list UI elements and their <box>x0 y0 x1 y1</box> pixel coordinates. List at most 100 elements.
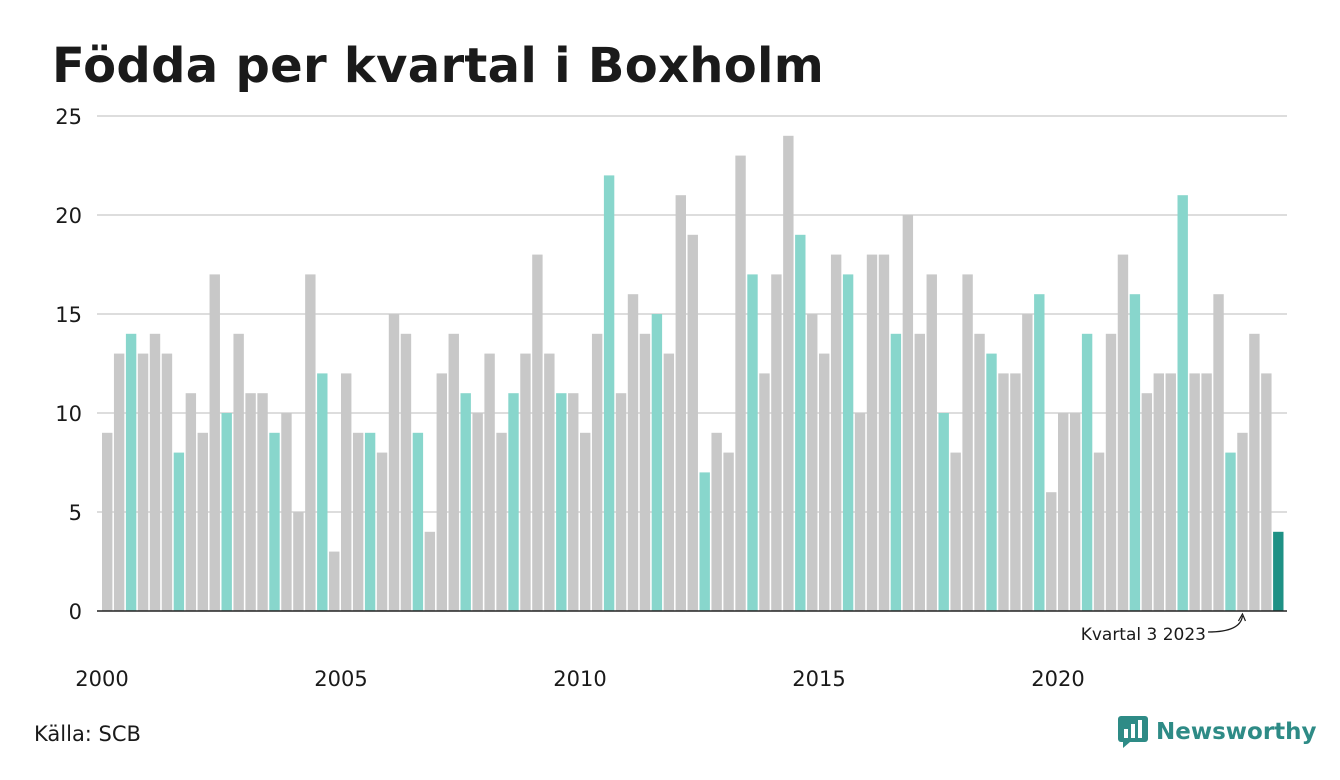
bar <box>221 413 232 611</box>
bar <box>245 393 256 611</box>
bar <box>305 274 316 611</box>
bar <box>281 413 292 611</box>
y-tick-label: 5 <box>69 501 82 525</box>
bar <box>747 274 758 611</box>
bar <box>962 274 973 611</box>
bar <box>1165 373 1176 611</box>
bar <box>102 432 113 611</box>
bar <box>1010 373 1021 611</box>
bar <box>1034 294 1045 611</box>
bar <box>1213 294 1224 611</box>
x-tick-label: 2010 <box>553 667 606 691</box>
bar <box>938 413 949 611</box>
bar <box>1153 373 1164 611</box>
annotation-label: Kvartal 3 2023 <box>1081 625 1206 645</box>
bar <box>866 254 878 611</box>
bars <box>102 135 1284 612</box>
bar <box>125 333 137 611</box>
bar <box>508 393 519 611</box>
bar <box>424 531 436 611</box>
y-tick-label: 10 <box>55 402 82 426</box>
bar <box>878 254 890 611</box>
bar <box>1058 413 1069 611</box>
bar <box>496 432 507 611</box>
x-tick-label: 2020 <box>1031 667 1084 691</box>
bar <box>663 353 675 611</box>
bar <box>1249 333 1260 611</box>
bar <box>484 353 495 611</box>
bar <box>185 393 197 611</box>
bar <box>197 432 208 611</box>
bar <box>137 353 149 611</box>
bar <box>161 353 173 611</box>
bar <box>591 333 603 611</box>
bar <box>795 234 806 612</box>
bar <box>317 373 328 611</box>
y-tick-label: 0 <box>69 600 82 624</box>
bar <box>1081 333 1093 611</box>
bar <box>675 195 686 611</box>
bar <box>412 432 424 611</box>
bar <box>759 373 770 611</box>
bar <box>209 274 220 611</box>
bar <box>400 333 412 611</box>
bar <box>1046 492 1057 611</box>
bar <box>233 333 244 611</box>
bar <box>1141 393 1153 611</box>
bar <box>1117 254 1129 611</box>
bar <box>149 333 161 611</box>
x-tick-label: 2005 <box>314 667 367 691</box>
bar <box>257 393 268 611</box>
bar <box>1189 373 1200 611</box>
bar <box>1237 432 1248 611</box>
bar <box>627 294 639 611</box>
bar <box>950 452 961 611</box>
bar <box>603 175 615 611</box>
bar <box>771 274 782 611</box>
brand-name: Newsworthy <box>1156 719 1317 745</box>
x-tick-label: 2015 <box>792 667 845 691</box>
bar <box>520 353 531 611</box>
bar <box>783 135 794 612</box>
chart-title: Födda per kvartal i Boxholm <box>52 38 825 94</box>
bar <box>902 215 914 611</box>
bar <box>651 314 663 611</box>
y-tick-label: 20 <box>55 204 82 228</box>
bar <box>472 413 483 611</box>
bar <box>568 393 579 611</box>
y-tick-label: 25 <box>55 105 82 129</box>
bar <box>460 393 471 611</box>
bar <box>436 373 447 611</box>
bar <box>173 452 185 611</box>
bar <box>890 333 902 611</box>
bar <box>986 353 997 611</box>
brand-logo: Newsworthy <box>1118 714 1317 750</box>
bar <box>113 353 125 611</box>
bar <box>1273 531 1284 611</box>
bar <box>1177 195 1188 611</box>
bar <box>998 373 1009 611</box>
bar <box>1261 373 1272 611</box>
bar <box>735 155 746 611</box>
bar <box>1201 373 1212 611</box>
bar <box>293 512 304 611</box>
bar <box>615 393 627 611</box>
axes: 0 5 10 15 20 25 2000 2005 2010 2015 2020 Kvartal 3 … <box>55 105 1287 691</box>
bar <box>448 333 459 611</box>
bar <box>1022 314 1033 611</box>
bar <box>352 432 364 611</box>
bar <box>556 393 567 611</box>
annotation-arrow <box>1207 615 1244 633</box>
bar <box>699 472 710 611</box>
bar <box>711 432 722 611</box>
bar <box>269 432 280 611</box>
bar <box>544 353 555 611</box>
bar <box>1225 452 1236 611</box>
bar <box>926 274 937 611</box>
bar <box>723 452 734 611</box>
bar <box>807 314 818 611</box>
bar <box>341 373 352 611</box>
bar <box>388 314 400 611</box>
source-label: Källa: SCB <box>34 722 141 746</box>
bar <box>830 254 842 611</box>
